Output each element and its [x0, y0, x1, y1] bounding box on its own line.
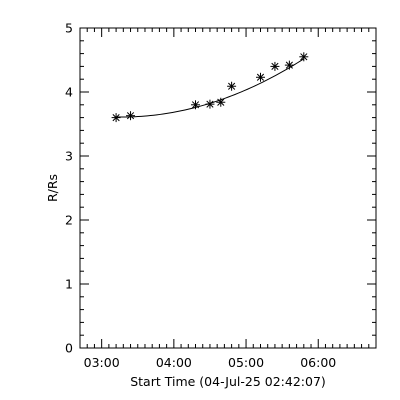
data-point [299, 52, 309, 62]
star-stroke [271, 62, 279, 70]
x-tick-label: 03:00 [84, 355, 120, 370]
x-tick-label: 06:00 [300, 355, 336, 370]
plot-frame [79, 27, 377, 349]
x-tick-label: 04:00 [156, 355, 192, 370]
y-tick-label: 5 [65, 21, 73, 36]
y-tick-label: 1 [65, 277, 73, 292]
data-point [284, 60, 294, 70]
data-point [205, 99, 215, 109]
data-point [111, 113, 121, 123]
y-tick-label: 2 [65, 213, 73, 228]
data-point [270, 61, 280, 71]
star-stroke [285, 61, 293, 69]
y-tick-label: 0 [65, 341, 73, 356]
star-stroke [300, 53, 308, 61]
star-stroke [206, 100, 214, 108]
x-axis-label: Start Time (04-Jul-25 02:42:07) [130, 374, 326, 389]
data-point [216, 97, 226, 107]
y-axis-label: R/Rs [45, 174, 60, 202]
star-stroke [112, 114, 120, 122]
star-stroke [256, 73, 265, 81]
star-stroke [126, 112, 135, 120]
data-point [191, 100, 201, 110]
star-stroke [191, 101, 200, 109]
star-stroke [228, 82, 236, 90]
axis-ticks [79, 27, 377, 349]
data-point [126, 111, 136, 121]
star-stroke [217, 98, 225, 106]
tick-labels: 0 1 2 3 4 5 03:00 04:00 05:00 06:00 [65, 21, 336, 371]
data-points [111, 52, 309, 123]
x-tick-label: 05:00 [228, 355, 264, 370]
y-tick-label: 3 [65, 149, 73, 164]
data-point [227, 81, 237, 91]
data-point [255, 72, 265, 82]
y-tick-label: 4 [65, 85, 73, 100]
